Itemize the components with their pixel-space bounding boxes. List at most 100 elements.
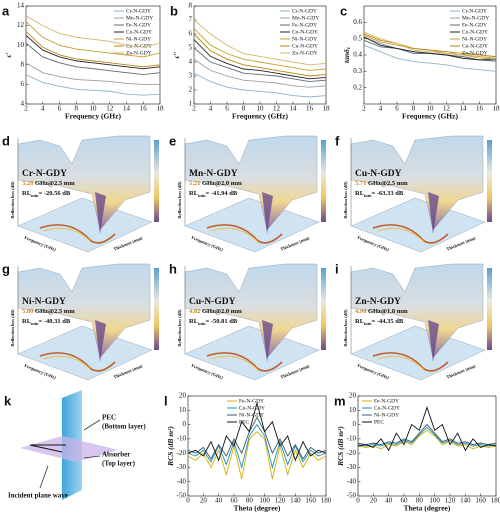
y-tick-label: -40	[347, 477, 357, 485]
rl: RL	[355, 318, 365, 325]
y-tick-label: 14	[17, 2, 25, 10]
legend-label: Ni-N-GDY	[292, 36, 317, 42]
y-tick-label: 5	[189, 44, 193, 52]
x-axis-label: Frequency (GHz)	[65, 112, 121, 121]
material-name: Ni-N-GDY	[22, 297, 66, 307]
floor-contour	[43, 227, 93, 244]
rl-min: RLmin= -44.35 dB	[355, 318, 404, 326]
floor-contour	[206, 224, 283, 244]
condition: GHz@2.5 mm	[33, 308, 75, 315]
x-tick-label: 60	[401, 497, 409, 505]
x-tick-label: 0	[186, 497, 190, 505]
y-tick-label: 4	[21, 100, 25, 108]
series-line	[193, 28, 327, 71]
legend-label: PEC	[374, 419, 384, 425]
surface-dip	[95, 320, 106, 362]
surface-floor	[17, 197, 153, 253]
series-line	[357, 423, 497, 446]
x-tick-label: 2	[362, 105, 366, 113]
x-tick-label: 2	[192, 105, 196, 113]
series-line	[187, 431, 327, 479]
rl-sub: min	[31, 193, 39, 198]
y-axis-label-main: RCS (dB m²)	[336, 426, 345, 467]
x-axis-label: Theta (degree)	[404, 504, 451, 513]
y-axis-label: RCS (dB m²)	[336, 426, 345, 467]
legend-label: Fe-N-GDY	[462, 22, 487, 28]
material-name: Cu-N-GDY	[189, 297, 236, 307]
incident-label: Incident plane wave	[8, 492, 68, 500]
y-tick-label: -30	[177, 463, 187, 471]
legend-label: Fe-N-GDY	[126, 22, 151, 28]
y-tick-label: -40	[177, 477, 187, 485]
surface-dip	[262, 192, 273, 234]
x-tick-label: 120	[445, 497, 456, 505]
x-tick-label: 140	[290, 497, 301, 505]
y-tick-label: 10	[17, 41, 25, 49]
legend-label: PEC	[239, 419, 249, 425]
y-tick-label: 10	[349, 406, 357, 414]
y-axis-label: ε″	[172, 51, 181, 58]
legend-label: Zn-N-GDY	[126, 50, 152, 56]
series-line	[193, 47, 327, 83]
legend-label: Ni-N-GDY	[126, 36, 151, 42]
rl: RL	[189, 190, 199, 197]
series-line	[193, 19, 327, 66]
y-tick-label: 0	[353, 420, 357, 428]
peak-condition: 3.28 GHz@2.5 mm	[22, 180, 75, 187]
x-tick-label: 4	[379, 105, 383, 113]
y-axis-label-sub: ε	[347, 46, 352, 49]
rl-value: = -41.94 dB	[206, 190, 238, 197]
legend-label: Zn-N-GDY	[292, 50, 318, 56]
series-line	[25, 74, 161, 96]
y-tick-label: 0.3	[353, 67, 362, 75]
series-line	[187, 416, 327, 460]
legend-label: Ni-N-GDY	[239, 412, 264, 418]
x-tick-label: 14	[290, 105, 298, 113]
x-tick-label: 8	[412, 105, 416, 113]
material-name: Cu-N-GDY	[355, 169, 402, 179]
y-tick-label: 0.4	[353, 51, 362, 59]
surface	[17, 135, 151, 231]
panel-letter: g	[2, 261, 10, 276]
surface	[184, 135, 318, 231]
rl-sub: min	[364, 321, 372, 326]
x-tick-label: 12	[106, 105, 114, 113]
series-line	[25, 31, 161, 68]
surface	[350, 263, 484, 359]
y-tick-label: -10	[347, 434, 357, 442]
peak-frequency: 5.80	[22, 308, 33, 315]
x-tick-label: 100	[429, 497, 440, 505]
incident-pointer	[39, 465, 49, 489]
y-tick-label: 0.5	[353, 34, 362, 42]
x-tick-label: 0	[356, 497, 360, 505]
series-line	[363, 36, 496, 61]
y-tick-label: 8	[189, 2, 193, 10]
x-tick-label: 140	[460, 497, 471, 505]
peak-condition: 5.71 GHz@2.5 mm	[355, 180, 408, 187]
material-name: Mn-N-GDY	[189, 169, 238, 179]
rl-sub: min	[198, 321, 206, 326]
x-tick-label: 8	[75, 105, 79, 113]
y-axis-label: tanδε	[342, 46, 352, 63]
surface-floor	[17, 325, 153, 381]
series-line	[193, 39, 327, 80]
legend-label: Cu-N-GDY	[292, 43, 318, 49]
y-axis-label: RCS (dB m²)	[166, 426, 175, 467]
legend-label: Cu-N-GDY	[374, 405, 400, 411]
y-axis-label-main: ε′	[4, 52, 13, 57]
legend-label: Zn-N-GDY	[462, 50, 488, 56]
floor-contour	[206, 352, 283, 372]
floor-contour	[372, 352, 449, 372]
y-tick-label: 20	[349, 392, 357, 400]
rl: RL	[189, 318, 199, 325]
rl-value: = -50.81 dB	[206, 318, 238, 325]
x-tick-label: 18	[323, 105, 331, 113]
rl-value: = -20.56 dB	[39, 190, 71, 197]
peak-condition: 5.80 GHz@2.5 mm	[22, 308, 75, 315]
x-tick-label: 20	[370, 497, 378, 505]
absorber-label: Absorber	[102, 451, 130, 459]
legend-label: Co-N-GDY	[462, 29, 488, 35]
rl-value: = -63.33 dB	[372, 190, 404, 197]
